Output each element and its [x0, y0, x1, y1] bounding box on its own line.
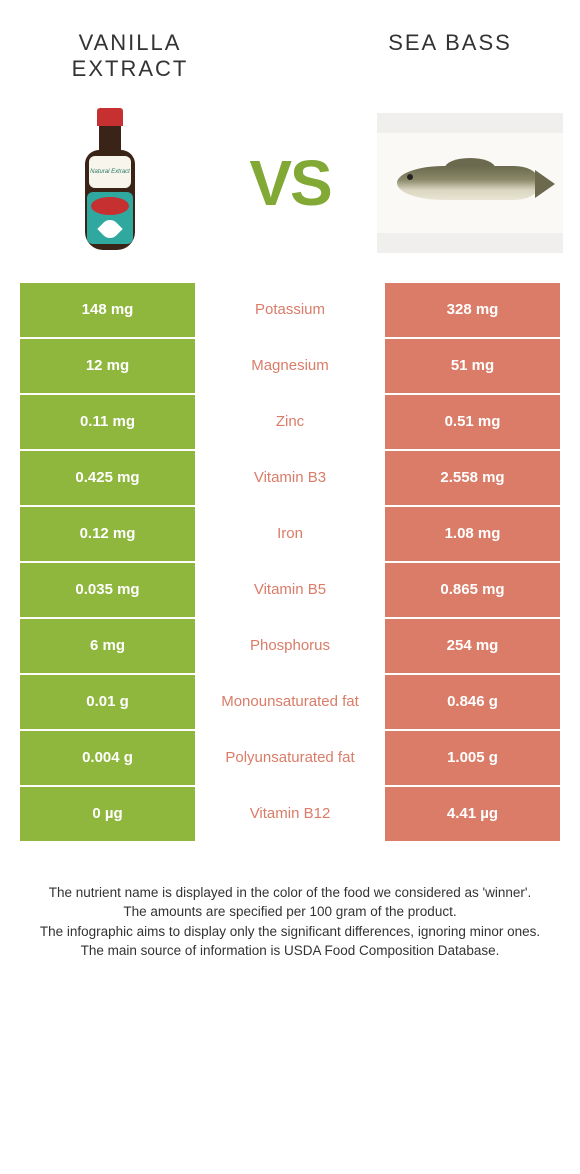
left-value: 0.425 mg — [20, 451, 195, 505]
left-value: 0.11 mg — [20, 395, 195, 449]
right-value: 1.08 mg — [385, 507, 560, 561]
images-row: Natural Extract VS — [0, 93, 580, 283]
footer-line: The infographic aims to display only the… — [30, 922, 550, 942]
right-value: 1.005 g — [385, 731, 560, 785]
nutrient-label: Monounsaturated fat — [195, 675, 385, 729]
nutrient-label: Polyunsaturated fat — [195, 731, 385, 785]
nutrient-table: 148 mgPotassium328 mg12 mgMagnesium51 mg… — [0, 283, 580, 841]
table-row: 0.11 mgZinc0.51 mg — [20, 395, 560, 449]
nutrient-label: Phosphorus — [195, 619, 385, 673]
vanilla-extract-image: Natural Extract — [20, 103, 200, 263]
bottle-icon: Natural Extract — [75, 108, 145, 258]
nutrient-label: Vitamin B5 — [195, 563, 385, 617]
right-value: 0.846 g — [385, 675, 560, 729]
nutrient-label: Magnesium — [195, 339, 385, 393]
table-row: 0 µgVitamin B124.41 µg — [20, 787, 560, 841]
footer-line: The nutrient name is displayed in the co… — [30, 883, 550, 903]
sea-bass-image — [380, 103, 560, 263]
table-row: 12 mgMagnesium51 mg — [20, 339, 560, 393]
footer-line: The amounts are specified per 100 gram o… — [30, 902, 550, 922]
right-value: 2.558 mg — [385, 451, 560, 505]
right-value: 0.865 mg — [385, 563, 560, 617]
left-value: 12 mg — [20, 339, 195, 393]
nutrient-label: Vitamin B3 — [195, 451, 385, 505]
left-value: 0.035 mg — [20, 563, 195, 617]
nutrient-label: Potassium — [195, 283, 385, 337]
vs-label: VS — [249, 146, 330, 220]
left-value: 148 mg — [20, 283, 195, 337]
left-value: 0.004 g — [20, 731, 195, 785]
left-value: 0.12 mg — [20, 507, 195, 561]
right-value: 328 mg — [385, 283, 560, 337]
right-value: 254 mg — [385, 619, 560, 673]
table-row: 0.425 mgVitamin B32.558 mg — [20, 451, 560, 505]
left-value: 0 µg — [20, 787, 195, 841]
header: VANILLA EXTRACT SEA BASS — [0, 0, 580, 93]
table-row: 6 mgPhosphorus254 mg — [20, 619, 560, 673]
footer-notes: The nutrient name is displayed in the co… — [0, 843, 580, 961]
title-left: VANILLA EXTRACT — [40, 30, 220, 83]
table-row: 148 mgPotassium328 mg — [20, 283, 560, 337]
right-value: 4.41 µg — [385, 787, 560, 841]
table-row: 0.035 mgVitamin B50.865 mg — [20, 563, 560, 617]
fish-icon — [385, 158, 555, 208]
nutrient-label: Iron — [195, 507, 385, 561]
table-row: 0.01 gMonounsaturated fat0.846 g — [20, 675, 560, 729]
nutrient-label: Vitamin B12 — [195, 787, 385, 841]
left-value: 0.01 g — [20, 675, 195, 729]
table-row: 0.004 gPolyunsaturated fat1.005 g — [20, 731, 560, 785]
right-value: 0.51 mg — [385, 395, 560, 449]
right-value: 51 mg — [385, 339, 560, 393]
nutrient-label: Zinc — [195, 395, 385, 449]
left-value: 6 mg — [20, 619, 195, 673]
title-right: SEA BASS — [360, 30, 540, 56]
table-row: 0.12 mgIron1.08 mg — [20, 507, 560, 561]
footer-line: The main source of information is USDA F… — [30, 941, 550, 961]
